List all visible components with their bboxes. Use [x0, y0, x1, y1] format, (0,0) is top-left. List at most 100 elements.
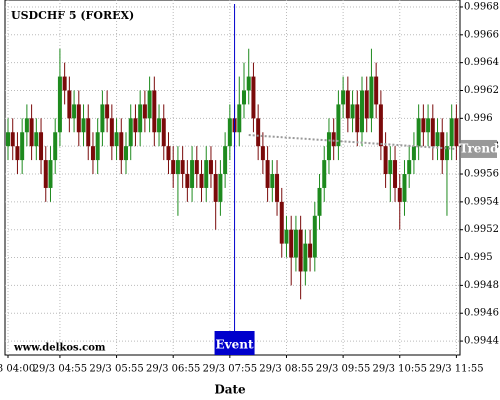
- candle-body: [322, 160, 327, 188]
- candle-body: [218, 174, 223, 202]
- candle-body: [369, 76, 374, 119]
- candle-body: [124, 146, 128, 161]
- candle-body: [256, 118, 261, 147]
- candle-body: [326, 132, 331, 161]
- candle-body: [312, 215, 317, 258]
- x-tick-label: 29/3 04:00: [0, 364, 35, 375]
- candle-body: [449, 118, 454, 147]
- candle-body: [105, 104, 110, 119]
- candle-body: [20, 132, 25, 161]
- candle-body: [293, 229, 298, 258]
- chart-title: USDCHF 5 (FOREX): [11, 9, 134, 22]
- candle-body: [6, 132, 10, 147]
- candle-body: [454, 118, 459, 147]
- candle-body: [175, 160, 180, 175]
- x-tick-label: 29/3 09:55: [316, 364, 370, 375]
- candle-body: [62, 76, 67, 91]
- candle-body: [147, 90, 152, 119]
- y-tick-label: 0.9946: [464, 308, 499, 319]
- candle-body: [444, 146, 449, 161]
- candle-body: [397, 187, 402, 202]
- candle-body: [430, 118, 435, 147]
- candle-body: [242, 90, 246, 105]
- candle-body: [383, 146, 388, 175]
- x-tick-label: 29/3 08:55: [259, 364, 313, 375]
- y-tick-label: 0.9952: [464, 224, 499, 235]
- candle-body: [185, 174, 190, 188]
- candle-body: [208, 160, 213, 175]
- candle-body: [388, 160, 393, 175]
- candle-body: [393, 160, 398, 188]
- x-axis-label: Date: [214, 383, 246, 397]
- candle-body: [279, 201, 284, 244]
- trend-label-box: [461, 139, 497, 158]
- candle-body: [435, 132, 440, 147]
- candle-body: [39, 132, 44, 161]
- y-tick-label: 0.9944: [464, 336, 499, 347]
- candle-body: [161, 118, 166, 147]
- candle-body: [128, 118, 133, 147]
- candle-body: [260, 146, 265, 161]
- candle-body: [364, 90, 369, 119]
- candle-body: [53, 132, 58, 161]
- candle-body: [223, 146, 228, 175]
- y-tick-label: 0.9948: [464, 280, 499, 291]
- y-tick-label: 0.9954: [464, 196, 499, 207]
- candle-body: [199, 174, 204, 188]
- candle-body: [142, 104, 147, 119]
- candle-body: [360, 90, 364, 133]
- candle-body: [440, 132, 445, 161]
- candle-body: [341, 90, 346, 105]
- candle-body: [152, 90, 157, 133]
- candle-body: [67, 90, 72, 119]
- candle-body: [43, 160, 48, 188]
- candle-body: [331, 132, 336, 147]
- candle-body: [180, 160, 185, 175]
- candle-body: [246, 76, 251, 91]
- candle-body: [426, 118, 431, 133]
- candle-body: [227, 118, 232, 147]
- candle-body: [15, 146, 20, 161]
- candle-body: [57, 76, 62, 133]
- x-tick-label: 29/3 04:55: [33, 364, 87, 375]
- candle-body: [317, 187, 322, 216]
- candle-body: [374, 76, 379, 105]
- candle-body: [298, 229, 303, 272]
- candle-body: [95, 132, 100, 161]
- candle-body: [213, 174, 218, 202]
- candle-body: [416, 118, 421, 147]
- candle-body: [275, 174, 280, 202]
- x-tick-label: 29/3 10:55: [373, 364, 427, 375]
- y-tick-label: 0.995: [464, 252, 493, 263]
- candle-body: [48, 160, 53, 188]
- candle-body: [336, 104, 341, 147]
- candle-body: [237, 104, 242, 133]
- candle-body: [86, 118, 91, 147]
- candle-body: [100, 104, 105, 133]
- y-tick-label: 0.9956: [464, 169, 499, 180]
- trend-label: Trend: [459, 141, 499, 155]
- candle-body: [190, 160, 195, 188]
- y-tick-label: 0.9966: [464, 29, 499, 40]
- candle-body: [270, 174, 275, 188]
- candle-body: [350, 104, 355, 119]
- candle-body: [157, 118, 162, 133]
- candle-body: [81, 118, 86, 133]
- y-tick-label: 0.9968: [464, 1, 499, 12]
- candle-body: [303, 243, 308, 272]
- event-label-box: [214, 331, 255, 355]
- candle-body: [289, 229, 294, 258]
- candle-body: [10, 132, 15, 147]
- event-label: Event: [216, 338, 254, 352]
- candle-body: [166, 146, 171, 161]
- candle-body: [29, 118, 34, 147]
- plot-area: [4, 0, 461, 356]
- candle-body: [251, 76, 256, 119]
- candle-body: [407, 160, 412, 175]
- candle-body: [421, 118, 426, 133]
- y-tick-label: 0.9964: [464, 57, 499, 68]
- candle-body: [284, 229, 289, 244]
- candle-body: [194, 160, 199, 175]
- candle-body: [345, 90, 350, 119]
